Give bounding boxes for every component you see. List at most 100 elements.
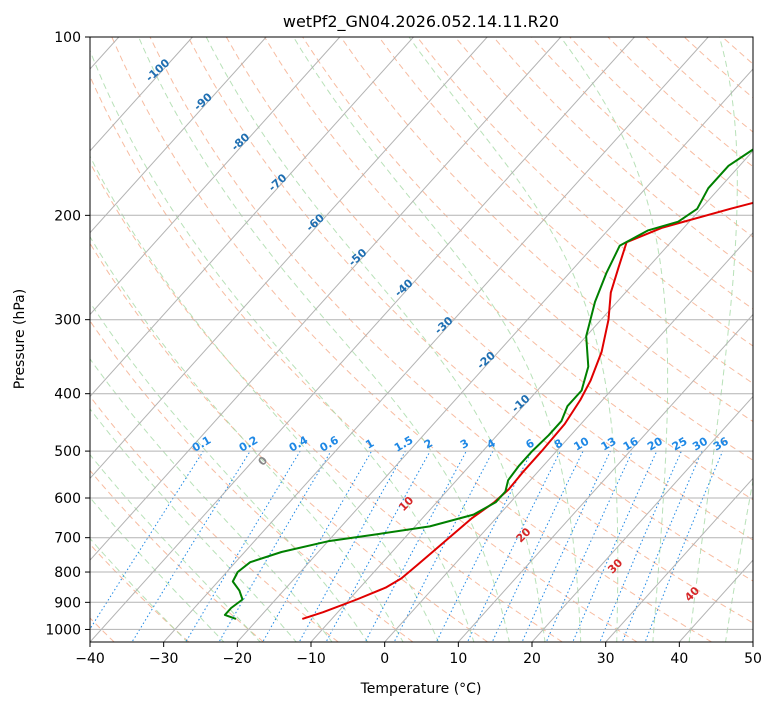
mixing-ratio-line bbox=[218, 450, 332, 642]
dry-adiabat-line bbox=[90, 320, 414, 642]
x-tick-label: 30 bbox=[597, 651, 615, 667]
dry-adiabat-line bbox=[378, 37, 753, 385]
plot-frame bbox=[89, 36, 754, 643]
y-tick-label: 900 bbox=[54, 595, 81, 611]
mixing-ratio-label: 3 bbox=[458, 437, 471, 452]
isotherm-line bbox=[90, 37, 488, 480]
moist-adiabat-line bbox=[90, 301, 369, 642]
x-tick-label: −40 bbox=[75, 651, 105, 667]
y-tick-label: 100 bbox=[54, 30, 81, 46]
isotherm-line bbox=[90, 37, 341, 316]
dry-adiabat-line bbox=[90, 469, 264, 642]
isotherm-line bbox=[678, 559, 753, 642]
x-tick-label: 50 bbox=[744, 651, 762, 667]
chart-title: wetPf2_GN04.2026.052.14.11.R20 bbox=[283, 12, 559, 32]
moist-adiabat-line bbox=[90, 235, 404, 642]
dry-adiabat-line bbox=[454, 37, 753, 310]
moist-adiabat-line bbox=[90, 49, 475, 642]
moist-adiabat-label: 10 bbox=[396, 494, 416, 514]
moist-adiabat-line bbox=[90, 453, 261, 642]
isotherm-line bbox=[752, 641, 753, 642]
moist-adiabat-line bbox=[293, 37, 582, 642]
dry-adiabat-line bbox=[531, 37, 753, 238]
y-tick-label: 400 bbox=[54, 387, 81, 403]
dry-adiabat-line bbox=[683, 37, 753, 99]
isotherm-line bbox=[90, 37, 562, 561]
mixing-ratio-line bbox=[185, 450, 301, 642]
y-axis-label: Pressure (hPa) bbox=[12, 289, 28, 389]
moist-adiabat-line bbox=[90, 537, 188, 642]
isotherm-line bbox=[310, 150, 753, 642]
isotherm-label: -70 bbox=[266, 171, 290, 194]
moist-adiabat-line bbox=[688, 37, 738, 642]
isotherm-line bbox=[90, 37, 193, 152]
moist-adiabat-line bbox=[408, 37, 619, 642]
x-tick-label: −10 bbox=[296, 651, 326, 667]
y-tick-label: 300 bbox=[54, 313, 81, 329]
mixing-ratio-line bbox=[521, 450, 611, 642]
moist-adiabat-line bbox=[205, 37, 546, 642]
isotherm-line bbox=[236, 68, 753, 642]
mixing-ratio-line bbox=[599, 450, 682, 642]
y-tick-label: 700 bbox=[54, 531, 81, 547]
x-tick-label: 0 bbox=[380, 651, 389, 667]
moist-adiabat-line bbox=[138, 37, 510, 642]
moist-adiabat-line bbox=[560, 37, 669, 642]
mixing-ratio-line bbox=[491, 450, 584, 642]
dry-adiabat-line bbox=[645, 37, 753, 133]
x-tick-label: −20 bbox=[223, 651, 253, 667]
mixing-ratio-line bbox=[90, 450, 204, 630]
isotherm-line bbox=[605, 477, 753, 642]
x-axis-label: Temperature (°C) bbox=[360, 681, 482, 697]
moist-adiabat-line bbox=[90, 155, 440, 642]
dry-adiabat-line bbox=[90, 543, 190, 642]
mixing-ratio-line bbox=[644, 450, 724, 642]
x-tick-label: 10 bbox=[449, 651, 467, 667]
moist-adiabat-line bbox=[90, 408, 297, 642]
dry-adiabat-line bbox=[90, 395, 339, 642]
mixing-ratio-line bbox=[131, 450, 251, 642]
mixing-ratio-label: 4 bbox=[485, 436, 498, 451]
dry-adiabat-line bbox=[493, 37, 753, 274]
y-tick-label: 1000 bbox=[45, 622, 81, 638]
dry-adiabat-line bbox=[416, 37, 753, 347]
moist-adiabat-line bbox=[762, 37, 775, 643]
mixing-ratio-line bbox=[545, 450, 633, 642]
isotherm-line bbox=[90, 37, 267, 234]
dry-adiabat-line bbox=[149, 37, 753, 624]
dry-adiabat-line bbox=[225, 37, 753, 541]
y-tick-label: 600 bbox=[54, 491, 81, 507]
isotherm-label: -60 bbox=[304, 211, 328, 234]
isotherm-line bbox=[457, 313, 753, 642]
y-tick-label: 500 bbox=[54, 444, 81, 460]
y-tick-label: 800 bbox=[54, 565, 81, 581]
moist-adiabat-label: 40 bbox=[682, 584, 702, 604]
x-tick-label: 40 bbox=[670, 651, 688, 667]
x-tick-label: 20 bbox=[523, 651, 541, 667]
isotherm-label: -20 bbox=[474, 349, 498, 372]
mixing-ratio-line bbox=[364, 450, 467, 642]
moist-adiabat-line bbox=[90, 496, 225, 642]
isotherm-label: -80 bbox=[229, 130, 253, 153]
isotherm-label: -90 bbox=[191, 90, 215, 113]
dry-adiabat-line bbox=[761, 37, 775, 642]
dry-adiabat-line bbox=[264, 37, 753, 501]
dewpoint-profile bbox=[223, 148, 753, 620]
mixing-ratio-line bbox=[262, 450, 373, 642]
isotherm-label: -100 bbox=[143, 56, 172, 84]
mixing-ratio-label: 2 bbox=[422, 437, 435, 452]
dry-adiabat-line bbox=[111, 37, 712, 642]
moist-adiabat-line bbox=[725, 477, 753, 642]
isotherm-label: -10 bbox=[509, 392, 533, 415]
isotherm-label: -50 bbox=[346, 246, 370, 269]
y-tick-label: 200 bbox=[54, 208, 81, 224]
dry-adiabat-line bbox=[90, 161, 563, 642]
moist-adiabat-line bbox=[90, 358, 333, 642]
temperature-profile bbox=[301, 201, 753, 620]
mixing-ratio-line bbox=[466, 450, 561, 642]
isotherm-line bbox=[384, 232, 753, 642]
x-tick-label: −30 bbox=[149, 651, 179, 667]
dry-adiabat-line bbox=[607, 37, 753, 168]
isotherm-line bbox=[90, 37, 414, 398]
